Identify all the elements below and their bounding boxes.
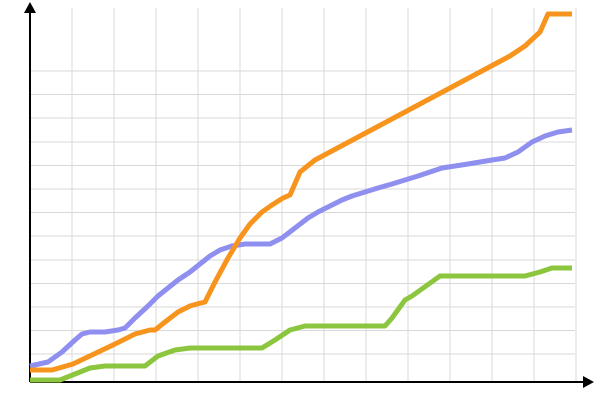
arrow-up-icon	[24, 2, 36, 13]
green-series-line	[30, 265, 572, 383]
series-layer	[29, 11, 573, 383]
arrow-right-icon	[583, 376, 594, 388]
orange-series-line	[30, 11, 572, 373]
axes	[24, 2, 594, 388]
vertical-gridlines	[29, 8, 577, 382]
purple-series-line	[29, 127, 573, 369]
horizontal-gridlines	[30, 70, 575, 355]
